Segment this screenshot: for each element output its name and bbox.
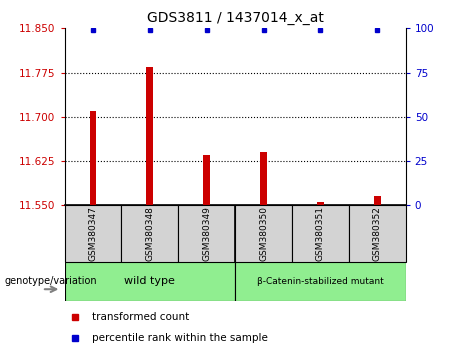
Bar: [121, 205, 178, 262]
Bar: [260, 152, 267, 205]
Bar: [89, 111, 96, 205]
Bar: [374, 196, 381, 205]
Text: GSM380348: GSM380348: [145, 206, 154, 261]
Bar: [65, 262, 235, 301]
Text: GSM380351: GSM380351: [316, 206, 325, 261]
Text: β-Catenin-stabilized mutant: β-Catenin-stabilized mutant: [257, 277, 384, 286]
Text: transformed count: transformed count: [92, 312, 189, 322]
Text: GSM380352: GSM380352: [373, 206, 382, 261]
Text: GSM380349: GSM380349: [202, 206, 211, 261]
Text: genotype/variation: genotype/variation: [5, 276, 97, 286]
Text: percentile rank within the sample: percentile rank within the sample: [92, 332, 268, 343]
Bar: [178, 205, 235, 262]
Text: GSM380350: GSM380350: [259, 206, 268, 261]
Text: wild type: wild type: [124, 276, 175, 286]
Bar: [65, 205, 121, 262]
Text: GSM380347: GSM380347: [89, 206, 97, 261]
Bar: [235, 262, 406, 301]
Bar: [292, 205, 349, 262]
Bar: [203, 155, 210, 205]
Bar: [349, 205, 406, 262]
Bar: [317, 202, 324, 205]
Bar: [147, 67, 153, 205]
Title: GDS3811 / 1437014_x_at: GDS3811 / 1437014_x_at: [147, 11, 324, 24]
Bar: [235, 205, 292, 262]
